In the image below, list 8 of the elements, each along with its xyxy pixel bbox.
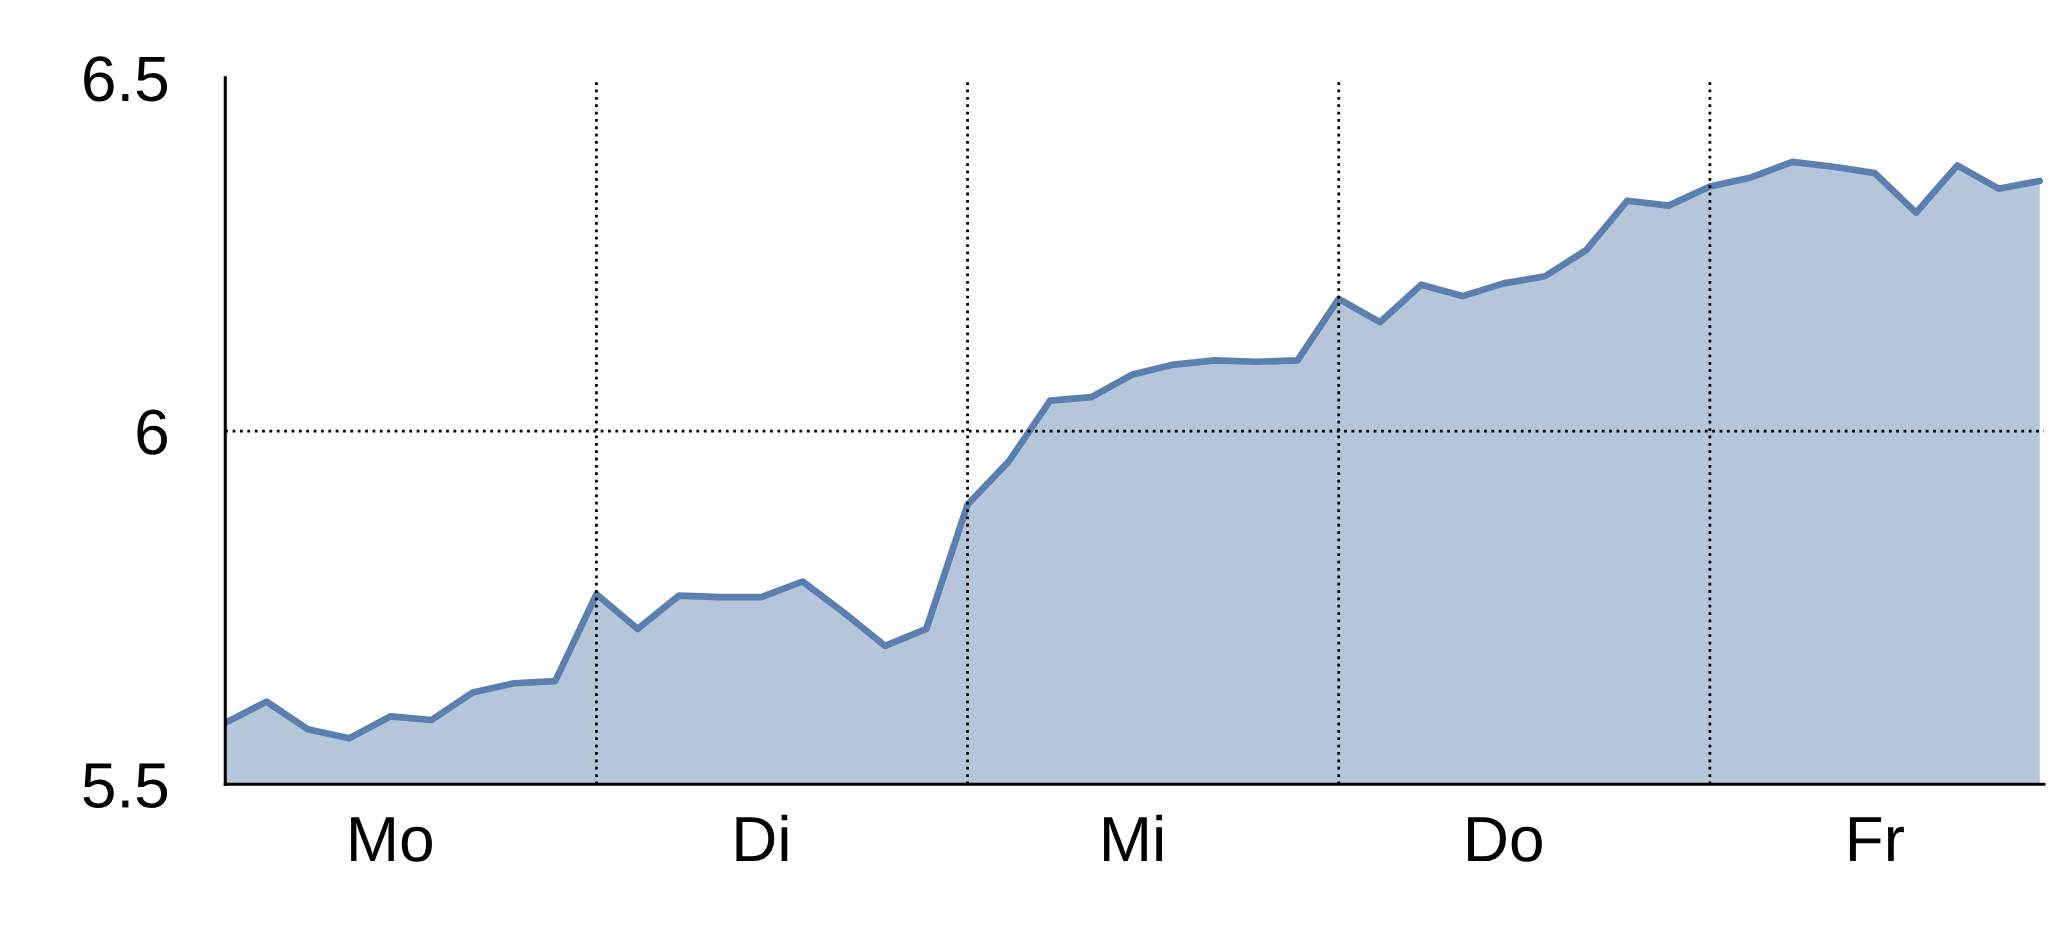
y-tick-label: 6 xyxy=(137,409,167,455)
y-tick-label: 5.5 xyxy=(83,763,168,809)
x-tick-label: Di xyxy=(736,814,788,862)
x-tick-label: Do xyxy=(1468,817,1542,862)
x-tick-label: Mi xyxy=(1104,814,1162,862)
x-tick-label: Fr xyxy=(1849,817,1904,862)
x-tick-label: Mo xyxy=(351,817,432,862)
y-tick-label: 6.5 xyxy=(84,56,168,102)
